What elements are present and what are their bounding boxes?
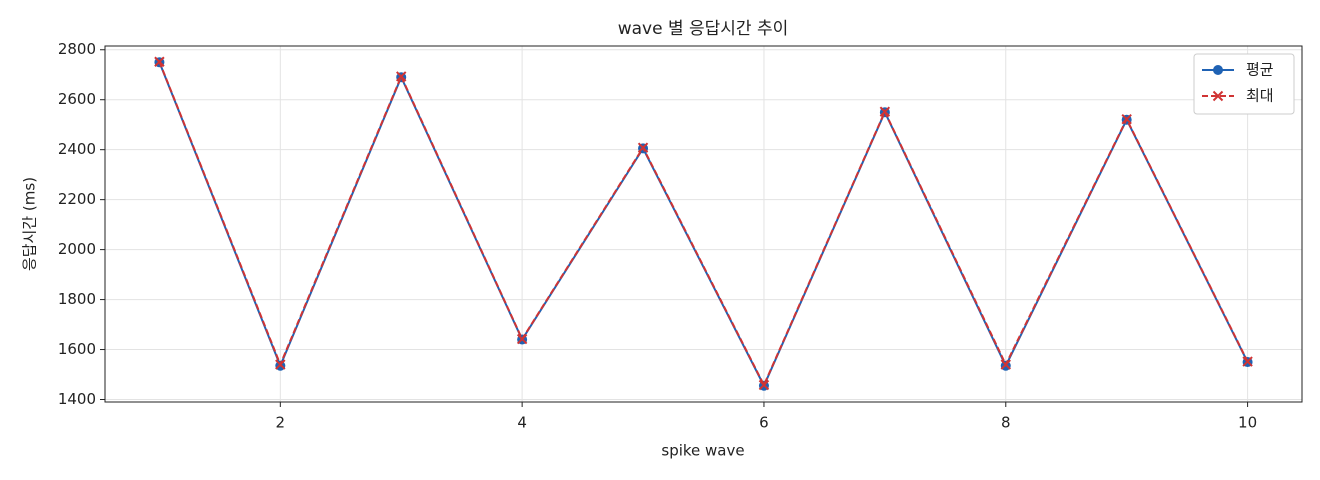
marker [1242, 356, 1253, 367]
y-tick-label: 1400 [58, 390, 96, 408]
y-tick-label: 1800 [58, 290, 96, 308]
y-tick-label: 2400 [58, 140, 96, 158]
series-line [158, 61, 1249, 389]
y-tick-label: 2200 [58, 190, 96, 208]
marker [879, 106, 891, 117]
x-tick-label: 4 [517, 414, 527, 432]
marker [1121, 113, 1132, 125]
x-tick-label: 6 [759, 414, 769, 432]
legend-label: 최대 [1246, 87, 1274, 105]
series-line [158, 61, 1249, 388]
marker [1000, 359, 1011, 370]
marker [275, 359, 286, 370]
x-tick-label: 2 [276, 414, 286, 432]
x-tick-label: 10 [1238, 414, 1257, 432]
y-axis-label: 응답시간 (ms) [21, 177, 39, 271]
marker [396, 71, 407, 82]
y-tick-label: 2600 [58, 90, 96, 108]
marker [154, 56, 165, 67]
y-tick-label: 1600 [58, 340, 96, 358]
plot-frame [104, 45, 1303, 403]
marker [758, 379, 770, 391]
x-axis-label: spike wave [661, 442, 744, 460]
legend-label: 평균 [1246, 61, 1274, 79]
y-tick-label: 2000 [58, 240, 96, 258]
legend-marker [1213, 65, 1223, 75]
y-tick-label: 2800 [58, 40, 96, 58]
x-tick-label: 8 [1001, 414, 1011, 432]
marker [637, 142, 649, 153]
chart-title: wave 별 응답시간 추이 [618, 19, 789, 39]
legend-marker [1212, 90, 1224, 102]
legend-box [1193, 53, 1295, 115]
marker [516, 333, 528, 345]
